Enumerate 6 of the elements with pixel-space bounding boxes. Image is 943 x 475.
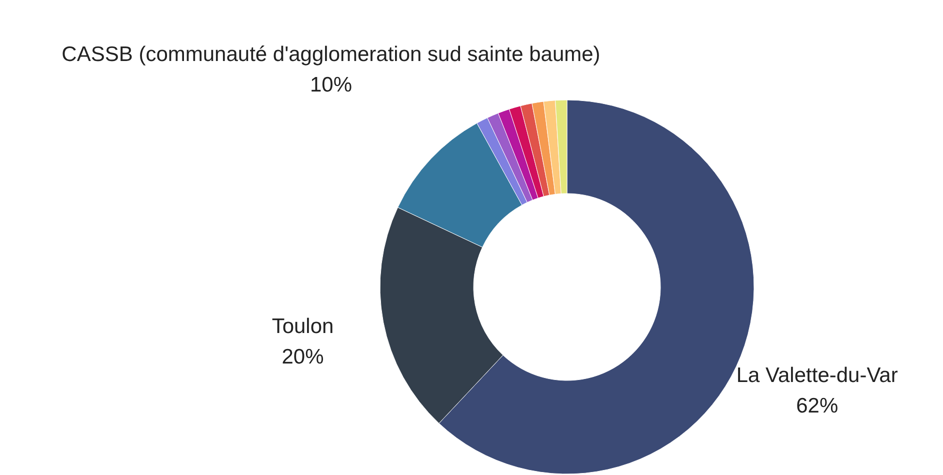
slice-label: La Valette-du-Var bbox=[736, 364, 898, 387]
data-label: 10% bbox=[310, 74, 352, 97]
data-label: 20% bbox=[282, 346, 324, 369]
data-label: 62% bbox=[796, 394, 838, 418]
slice-label: CASSB (communauté d'agglomeration sud sainte baume) bbox=[62, 43, 600, 66]
slice-label: Toulon bbox=[272, 315, 334, 338]
